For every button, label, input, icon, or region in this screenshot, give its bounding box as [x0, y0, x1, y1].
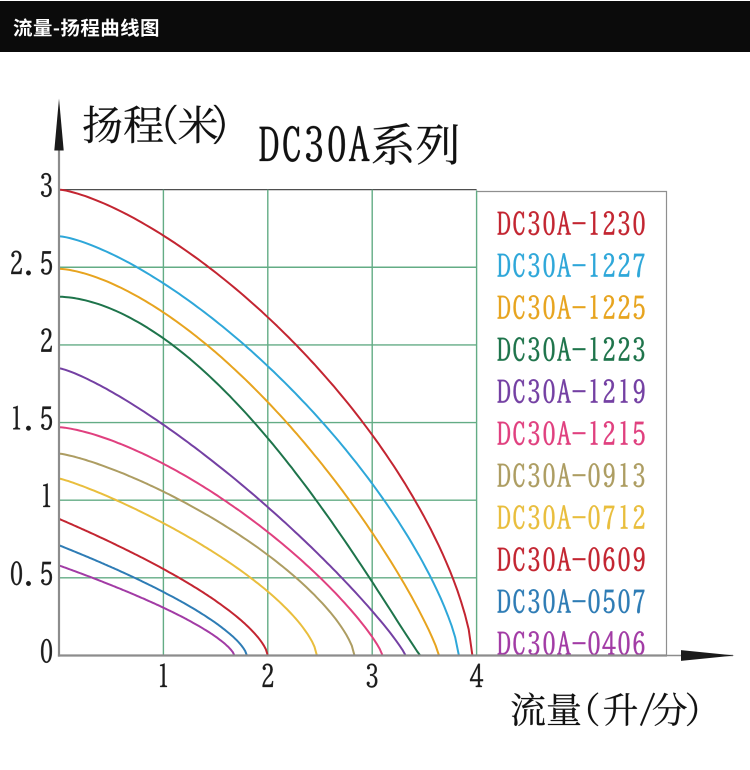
curve-DC30A-0406: [58, 564, 236, 656]
x-tick-label-2: [262, 663, 274, 688]
legend-item-DC30A-1230: [497, 210, 645, 236]
x-axis-title-glyphs: [511, 692, 698, 727]
chart-title-glyphs: [259, 123, 458, 165]
curve-DC30A-1215: [58, 426, 384, 656]
x-axis-arrow: [681, 650, 735, 661]
legend-item-DC30A-0712: [497, 504, 645, 530]
legend-item-DC30A-1227: [497, 252, 645, 278]
curve-DC30A-0507: [58, 544, 248, 656]
y-axis-title-glyphs: [83, 104, 225, 145]
y-tick-label-1.5: [13, 405, 53, 431]
header-title-glyphs: [13, 18, 159, 37]
y-tick-label-1: [43, 483, 51, 508]
curve-DC30A-1225: [58, 267, 440, 656]
header-banner: [0, 1, 750, 52]
curve-DC30A-1223: [59, 295, 422, 657]
curve-DC30A-0712: [58, 477, 318, 656]
y-tick-label-0.5: [10, 561, 53, 587]
y-tick-label-2.5: [11, 250, 53, 276]
legend: [475, 190, 668, 656]
curve-DC30A-0609: [58, 517, 269, 656]
flow-head-chart: [10, 98, 735, 727]
curve-DC30A-0913: [58, 452, 356, 656]
tick-labels: [10, 172, 484, 688]
legend-item-DC30A-1225: [497, 294, 645, 320]
curves: [58, 188, 474, 657]
x-tick-label-4: [469, 663, 484, 688]
y-tick-label-0: [40, 638, 53, 664]
curve-DC30A-1230: [58, 188, 474, 656]
gridlines: [59, 189, 477, 656]
x-tick-label-3: [366, 663, 378, 688]
legend-item-DC30A-0913: [497, 462, 645, 488]
legend-item-DC30A-1223: [497, 336, 645, 362]
legend-item-DC30A-0609: [497, 547, 645, 572]
axes: [54, 98, 735, 661]
legend-border: [476, 190, 668, 655]
curve-DC30A-1227: [58, 235, 460, 656]
legend-item-DC30A-1219: [497, 378, 645, 404]
y-axis-arrow: [54, 98, 64, 151]
legend-item-DC30A-0507: [497, 589, 645, 614]
y-tick-label-3: [40, 172, 52, 198]
curve-DC30A-1219: [58, 367, 407, 656]
y-tick-label-2: [41, 328, 53, 352]
x-tick-label-1: [159, 663, 168, 688]
legend-item-DC30A-1215: [497, 420, 645, 446]
